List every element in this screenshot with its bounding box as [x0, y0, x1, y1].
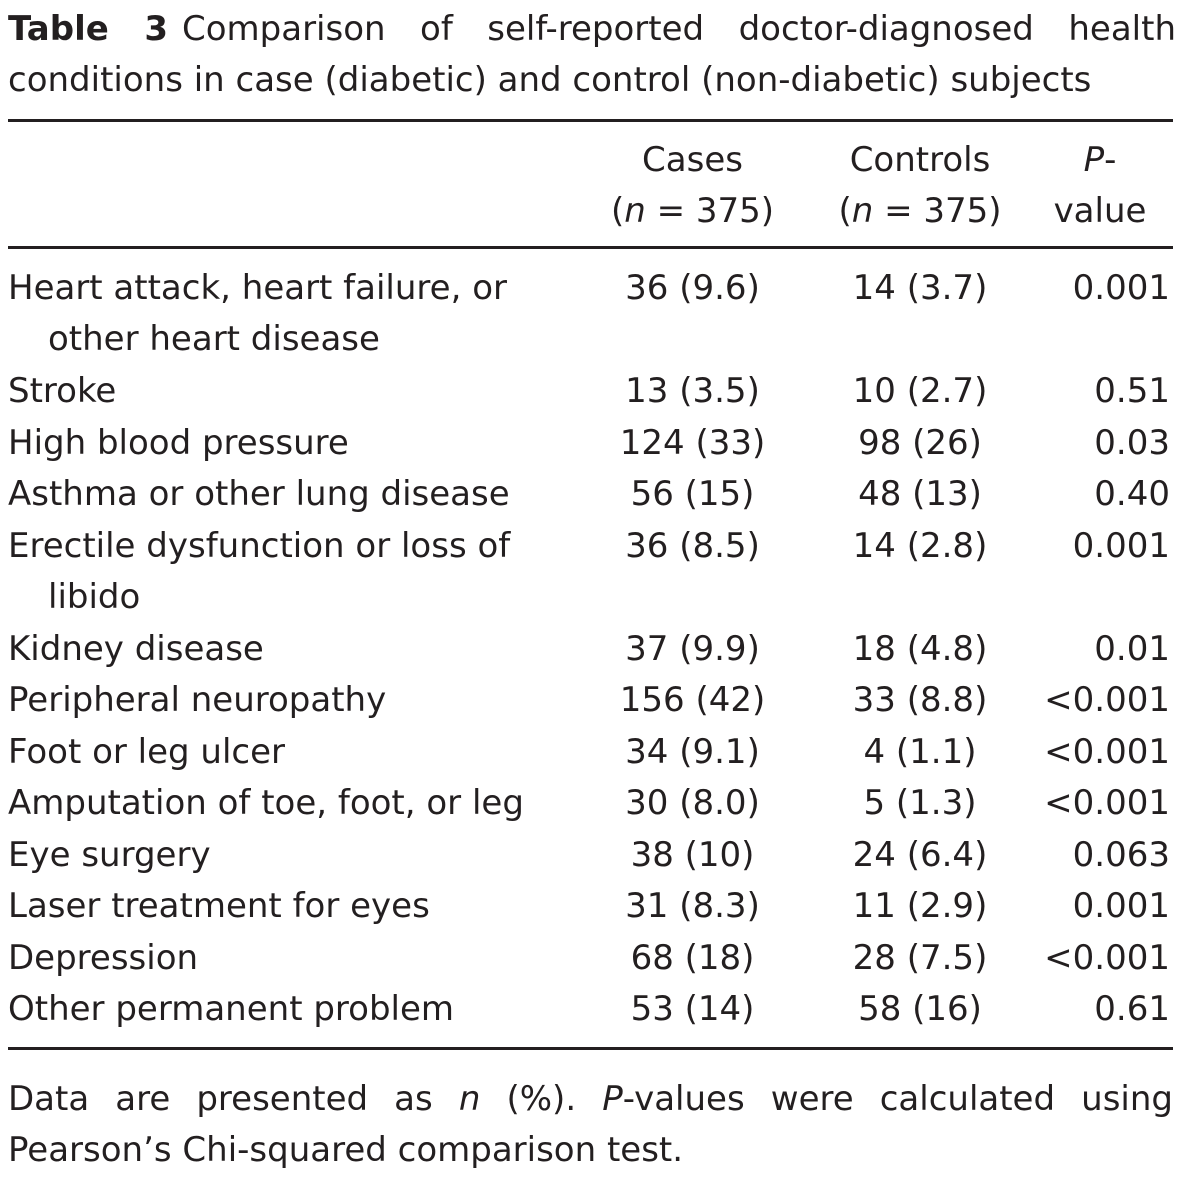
row-p-value: 0.001 [1072, 268, 1170, 308]
row-condition: Heart attack, heart failure, or other he… [8, 268, 507, 359]
row-cases-value: 13 (3.5) [625, 371, 760, 411]
row-p-value: <0.001 [1044, 937, 1170, 978]
row-cases-value: 38 (10) [630, 834, 755, 875]
row-controls-value: 28 (7.5) [852, 937, 988, 978]
row-controls-value: 18 (4.8) [852, 628, 988, 669]
row-controls-value: 33 (8.8) [852, 680, 988, 720]
header-cases-n: (n = 375) [610, 191, 775, 231]
row-p-value: 0.03 [1094, 422, 1170, 463]
header-pvalue: P- value [1030, 135, 1170, 237]
row-controls-value: 58 (16) [858, 989, 982, 1029]
row-p-value: <0.001 [1044, 680, 1170, 720]
row-p-value: 0.001 [1072, 525, 1170, 566]
row-controls-value: 24 (6.4) [852, 834, 988, 875]
row-p-value: 0.51 [1094, 371, 1170, 411]
header-controls-title: Controls [849, 140, 991, 180]
table-label: Table 3 [8, 9, 168, 49]
row-controls-value: 4 (1.1) [863, 731, 977, 772]
row-condition: Eye surgery [8, 834, 211, 875]
header-rule [8, 246, 1173, 249]
row-cases-value: 36 (8.5) [625, 525, 760, 566]
row-p-value: 0.40 [1094, 474, 1170, 514]
row-cases-value: 124 (33) [619, 422, 766, 463]
row-cases-value: 30 (8.0) [625, 783, 760, 823]
row-cases-value: 53 (14) [630, 989, 755, 1029]
table-title: Comparison of self-reported doctor-diagn… [8, 9, 1176, 100]
row-p-value: 0.01 [1094, 628, 1170, 669]
row-controls-value: 10 (2.7) [852, 371, 988, 411]
row-p-value: 0.001 [1072, 886, 1170, 926]
row-p-value: <0.001 [1044, 731, 1170, 772]
table-caption: Table 3 Comparison of self-reported docto… [8, 4, 1176, 106]
top-rule [8, 119, 1173, 122]
row-controls-value: 11 (2.9) [852, 886, 988, 926]
row-cases-value: 36 (9.6) [625, 268, 760, 308]
row-cases-value: 34 (9.1) [625, 731, 760, 772]
row-controls-value: 14 (3.7) [852, 268, 988, 308]
row-condition: Other permanent problem [8, 989, 455, 1029]
row-condition: High blood pressure [8, 422, 349, 463]
header-controls: Controls (n = 375) [820, 135, 1020, 237]
row-cases-value: 68 (18) [630, 937, 755, 978]
header-pvalue-line1: P- [1083, 140, 1117, 180]
row-p-value: 0.063 [1072, 834, 1170, 875]
header-cases: Cases (n = 375) [600, 135, 785, 237]
row-condition: Peripheral neuropathy [8, 680, 387, 720]
row-condition: Depression [8, 937, 199, 978]
row-p-value: 0.61 [1094, 989, 1170, 1029]
row-condition: Asthma or other lung disease [8, 474, 510, 514]
header-cases-title: Cases [642, 140, 743, 180]
row-cases-value: 56 (15) [630, 474, 755, 514]
row-controls-value: 5 (1.3) [863, 783, 977, 823]
row-condition: Erectile dysfunction or loss of libido [8, 525, 511, 617]
row-controls-value: 48 (13) [858, 474, 982, 514]
bottom-rule [8, 1047, 1173, 1050]
row-condition: Stroke [8, 371, 117, 411]
row-p-value: <0.001 [1044, 783, 1170, 823]
row-cases-value: 31 (8.3) [625, 886, 760, 926]
header-pvalue-line2: value [1053, 191, 1147, 231]
row-cases-value: 156 (42) [619, 680, 766, 720]
row-cases-value: 37 (9.9) [625, 628, 760, 669]
table-footnote: Data are presented as n (%). P-values we… [8, 1079, 1173, 1170]
header-controls-n: (n = 375) [838, 191, 1002, 231]
row-condition: Foot or leg ulcer [8, 731, 286, 772]
row-controls-value: 98 (26) [858, 422, 982, 463]
row-condition: Kidney disease [8, 628, 264, 669]
row-condition: Amputation of toe, foot, or leg [8, 783, 524, 823]
row-condition: Laser treatment for eyes [8, 886, 430, 926]
row-controls-value: 14 (2.8) [852, 525, 988, 566]
